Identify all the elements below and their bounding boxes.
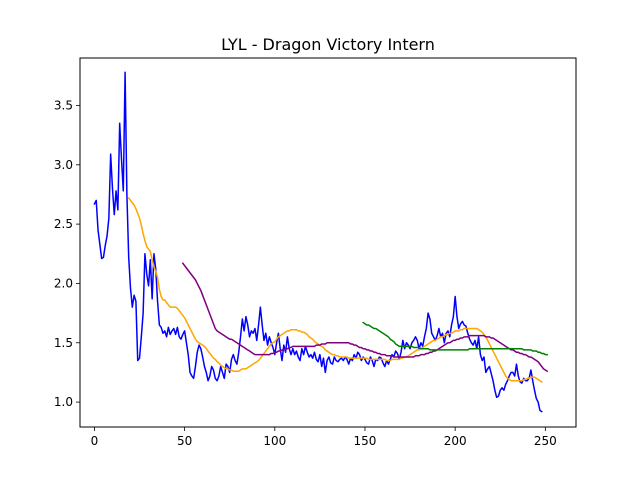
series-line-price: [93, 71, 543, 413]
chart-title: LYL - Dragon Victory Intern: [221, 35, 435, 54]
series-line-ma20: [127, 196, 543, 383]
x-tick-label: 250: [534, 434, 557, 448]
x-tick-label: 150: [354, 434, 377, 448]
y-tick-label: 2.0: [54, 276, 73, 290]
y-tick-label: 3.0: [54, 158, 73, 172]
x-axis: 0 50 100 150 200 250: [91, 427, 557, 448]
series-line-ma150: [362, 321, 548, 356]
y-tick-label: 3.5: [54, 98, 73, 112]
series-line-ma50: [181, 262, 549, 373]
y-tick-label: 1.5: [54, 336, 73, 350]
x-tick-label: 100: [263, 434, 286, 448]
y-tick-label: 2.5: [54, 217, 73, 231]
y-axis: 1.0 1.5 2.0 2.5 3.0 3.5: [54, 98, 80, 409]
plot-frame: [79, 57, 577, 428]
x-tick-label: 50: [177, 434, 192, 448]
series-layer: [93, 71, 549, 413]
x-tick-label: 200: [444, 434, 467, 448]
x-tick-label: 0: [91, 434, 99, 448]
y-tick-label: 1.0: [54, 395, 73, 409]
